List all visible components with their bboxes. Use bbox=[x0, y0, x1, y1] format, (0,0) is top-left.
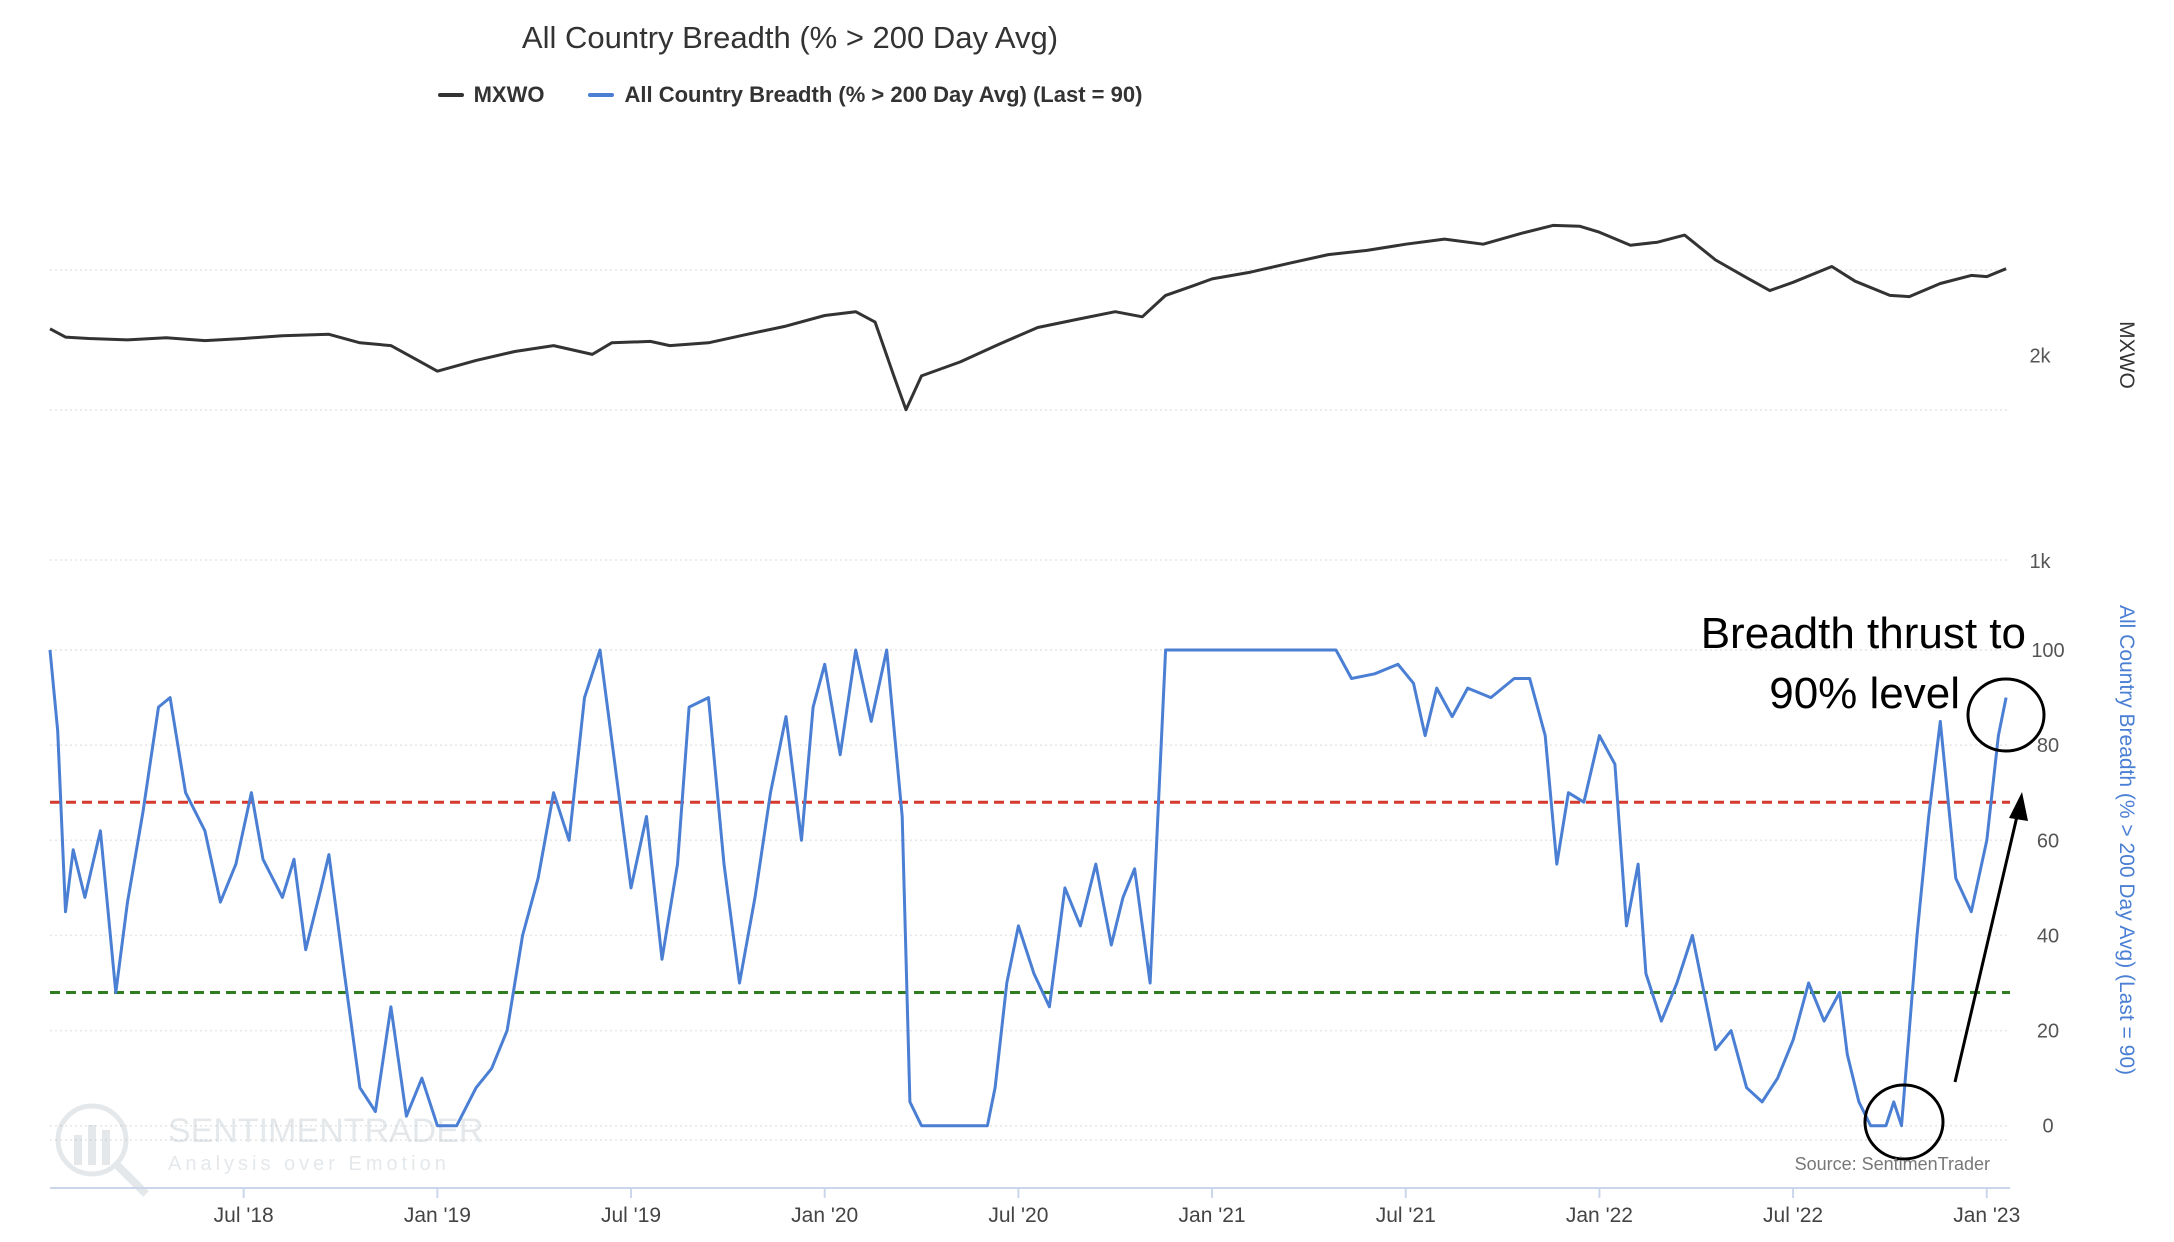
lower-y-tick-label: 60 bbox=[2037, 830, 2059, 852]
watermark-bar-icon bbox=[102, 1130, 110, 1165]
x-tick-label: Jul '18 bbox=[214, 1204, 274, 1227]
watermark-tagline: Analysis over Emotion bbox=[168, 1153, 450, 1175]
chart-title: All Country Breadth (% > 200 Day Avg) bbox=[521, 20, 1059, 55]
y-tick-labels: 1k 2k 0 20 40 60 80 100 bbox=[2029, 345, 2064, 1137]
lower-y-tick-label: 40 bbox=[2037, 925, 2059, 947]
source-credit: Source: SentimenTrader bbox=[1795, 1154, 1990, 1174]
watermark-bar-icon bbox=[88, 1125, 96, 1165]
x-tick-label: Jul '20 bbox=[988, 1204, 1048, 1227]
watermark-brand: SENTIMENTRADER bbox=[168, 1112, 483, 1150]
x-tick-label: Jul '19 bbox=[601, 1204, 661, 1227]
watermark-handle-icon bbox=[113, 1161, 149, 1197]
x-tick-label: Jan '23 bbox=[1953, 1204, 2020, 1227]
x-tick-label: Jan '19 bbox=[404, 1204, 471, 1227]
lower-y-tick-label: 100 bbox=[2031, 640, 2064, 662]
legend-swatch-breadth bbox=[588, 93, 615, 97]
watermark-bar-icon bbox=[74, 1135, 82, 1165]
legend-item-breadth[interactable]: All Country Breadth (% > 200 Day Avg) (L… bbox=[588, 82, 1142, 108]
legend-item-mxwo[interactable]: MXWO bbox=[437, 82, 545, 108]
x-tick-label: Jan '22 bbox=[1566, 1204, 1633, 1227]
highlight-circle-recent bbox=[1966, 677, 2046, 753]
legend-label-mxwo: MXWO bbox=[473, 82, 545, 107]
upper-axis-title: MXWO bbox=[2115, 321, 2138, 389]
annotation-arrow-head-icon bbox=[2009, 792, 2028, 821]
lower-axis-title: All Country Breadth (% > 200 Day Avg) (L… bbox=[2115, 605, 2138, 1075]
x-tick-label: Jul '21 bbox=[1376, 1204, 1436, 1227]
x-axis: Jul '18 Jan '19 Jul '19 Jan '20 Jul '20 Jan '… bbox=[50, 1187, 2020, 1227]
series-layer bbox=[48, 223, 2008, 1128]
chart-legend: MXWO All Country Breadth (% > 200 Day Av… bbox=[0, 82, 1580, 108]
annotation-arrow-shaft bbox=[1953, 811, 2020, 1083]
x-tick-label: Jan '21 bbox=[1179, 1204, 1246, 1227]
x-tick-label: Jul '22 bbox=[1763, 1204, 1823, 1227]
upper-y-tick-label: 1k bbox=[2029, 551, 2051, 573]
lower-y-tick-label: 20 bbox=[2037, 1021, 2059, 1043]
lower-y-tick-label: 80 bbox=[2037, 735, 2059, 757]
gridlines bbox=[50, 269, 2010, 1141]
annotation: Breadth thrust to 90% level bbox=[1701, 609, 2046, 1161]
legend-label-breadth: All Country Breadth (% > 200 Day Avg) (L… bbox=[624, 82, 1143, 107]
annotation-line-1: Breadth thrust to bbox=[1701, 609, 2026, 658]
upper-y-tick-label: 2k bbox=[2029, 345, 2051, 367]
x-tick-label: Jan '20 bbox=[791, 1204, 858, 1227]
lower-y-tick-label: 0 bbox=[2042, 1116, 2053, 1138]
watermark-logo-icon bbox=[55, 1103, 129, 1177]
series-line-breadth[interactable] bbox=[48, 648, 2008, 1128]
legend-swatch-mxwo bbox=[437, 93, 464, 97]
series-line-mxwo[interactable] bbox=[49, 223, 2007, 412]
annotation-line-2: 90% level bbox=[1769, 669, 1960, 718]
watermark: SENTIMENTRADER Analysis over Emotion bbox=[55, 1103, 483, 1197]
reference-lines bbox=[50, 800, 2010, 995]
highlight-circle-low bbox=[1863, 1083, 1945, 1161]
